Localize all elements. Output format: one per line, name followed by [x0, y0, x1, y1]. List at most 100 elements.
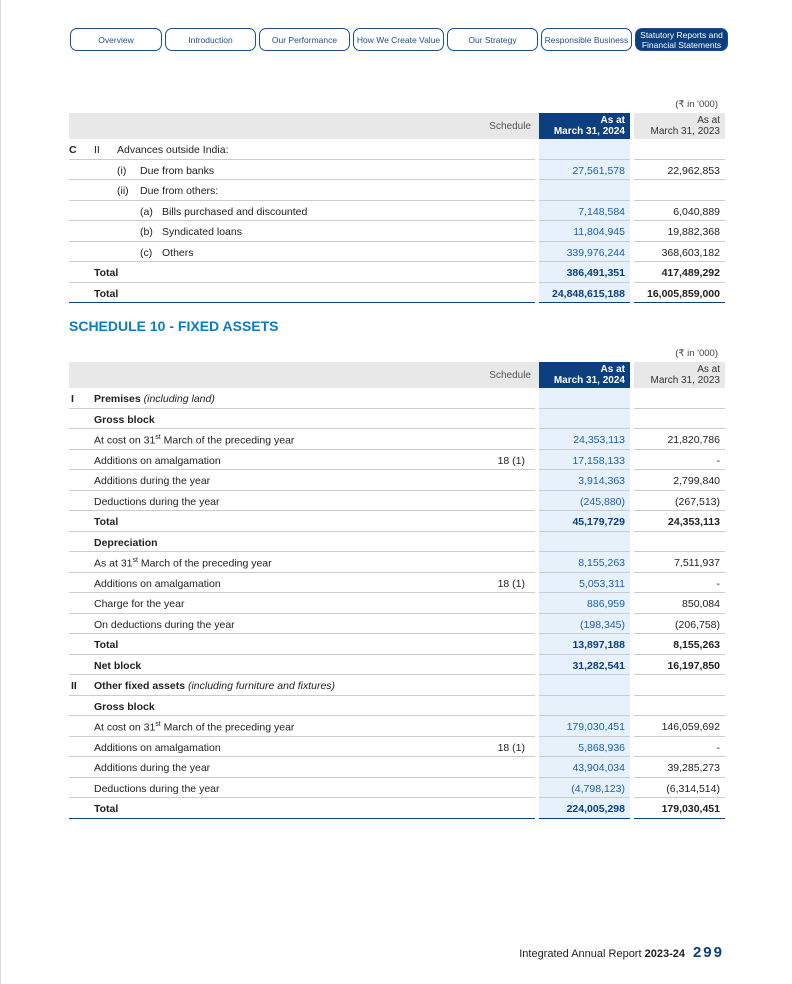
prior-year-value: 22,962,853 — [634, 160, 725, 180]
current-year-value: (198,345) — [539, 613, 630, 634]
row-label: Other fixed assets (including furniture … — [94, 680, 336, 692]
row-divider — [69, 653, 535, 655]
row-divider — [69, 220, 535, 221]
prior-year-value: - — [634, 737, 725, 757]
row-divider — [69, 489, 535, 491]
nav-tab-responsible-business[interactable]: Responsible Business — [541, 28, 632, 51]
table-row: Total 386,491,351 417,489,292 — [69, 262, 725, 283]
row-label: Syndicated loans — [162, 226, 242, 238]
prior-year-value: 19,882,368 — [634, 221, 725, 242]
row-label: At cost on 31st March of the preceding y… — [94, 434, 295, 447]
table-row: Additions on amalgamation 18 (1) 5,053,311… — [69, 572, 725, 593]
prior-year-value: 16,197,850 — [634, 655, 725, 675]
row-divider — [69, 469, 535, 470]
row-label: Charge for the year — [94, 598, 185, 610]
row-label: Total — [94, 803, 119, 815]
prior-year-value: 16,005,859,000 — [634, 283, 725, 303]
current-year-value: 13,897,188 — [539, 634, 630, 655]
row-divider — [69, 302, 535, 303]
row-divider — [69, 592, 535, 593]
advances-table: Schedule As at March 31, 2024 As at March 31… — [69, 113, 725, 303]
unit-note: (₹ in '000) — [675, 99, 718, 110]
row-label-note: (including land) — [140, 393, 215, 405]
prior-year-value — [634, 696, 725, 716]
row-marker: (a) — [140, 205, 153, 218]
prior-year-value: (6,314,514) — [634, 778, 725, 798]
row-label: Due from banks — [140, 164, 215, 177]
row-label: Additions on amalgamation — [94, 577, 221, 590]
current-year-value — [539, 675, 630, 696]
table-row: Depreciation — [69, 531, 725, 552]
row-label: Total — [94, 516, 119, 528]
row-divider — [69, 694, 535, 696]
table-row: I Premises (including land) — [69, 388, 725, 409]
table-row: Additions on amalgamation 18 (1) 5,868,936… — [69, 736, 725, 757]
nav-tab-our-performance[interactable]: Our Performance — [259, 28, 350, 51]
table-row: Additions during the year 43,904,034 39,28… — [69, 757, 725, 778]
current-year-value: 7,148,584 — [539, 200, 630, 221]
nav-tab-statutory-reports-and-financial-statements[interactable]: Statutory Reports and Financial Statemen… — [635, 28, 728, 51]
nav-tab-our-strategy[interactable]: Our Strategy — [447, 28, 538, 51]
current-year-value: 43,904,034 — [539, 757, 630, 778]
schedule-ref: 18 (1) — [497, 454, 525, 467]
row-divider — [69, 281, 535, 283]
row-marker: (c) — [140, 246, 153, 259]
nav-tab-overview[interactable]: Overview — [70, 28, 162, 51]
table-header: Schedule As at March 31, 2024 As at March 31… — [69, 113, 725, 139]
prior-year-value: - — [634, 450, 725, 470]
row-label: Additions on amalgamation — [94, 741, 221, 754]
current-year-value: 27,561,578 — [539, 159, 630, 180]
table-header: Schedule As at March 31, 2024 As at March 31… — [69, 362, 725, 388]
prior-year-value: - — [634, 573, 725, 593]
prior-year-value: 21,820,786 — [634, 429, 725, 450]
row-divider — [69, 633, 535, 634]
table-row: At cost on 31st March of the preceding y… — [69, 429, 725, 450]
nav-tab-introduction[interactable]: Introduction — [165, 28, 256, 51]
current-year-value — [539, 139, 630, 160]
schedule-header: Schedule — [489, 121, 531, 132]
row-label: On deductions during the year — [94, 618, 235, 631]
current-year-value: (4,798,123) — [539, 777, 630, 798]
current-year-value: 886,959 — [539, 593, 630, 614]
table-row: Deductions during the year (4,798,123) (6,… — [69, 777, 725, 798]
row-marker: (ii) — [117, 185, 129, 197]
prior-year-value — [634, 139, 725, 160]
table-row: Total 224,005,298 179,030,451 — [69, 798, 725, 819]
current-year-value: 24,353,113 — [539, 429, 630, 450]
table-row: Total 13,897,188 8,155,263 — [69, 634, 725, 655]
row-marker: (i) — [117, 164, 127, 177]
row-label: Advances outside India: — [117, 144, 229, 156]
row-label: Others — [162, 246, 194, 259]
row-label: Gross block — [94, 700, 155, 713]
row-marker: C — [69, 144, 77, 156]
current-year-value: 179,030,451 — [539, 716, 630, 737]
table-row: Additions on amalgamation 18 (1) 17,158,13… — [69, 449, 725, 470]
prior-year-value: (206,758) — [634, 614, 725, 634]
row-label-note: (including furniture and fixtures) — [185, 680, 336, 692]
row-divider — [69, 179, 535, 180]
schedule-title: SCHEDULE 10 - FIXED ASSETS — [69, 318, 279, 334]
row-divider — [69, 510, 535, 511]
current-year-value: 24,848,615,188 — [539, 282, 630, 303]
current-year-value — [539, 695, 630, 716]
table-row: Charge for the year 886,959 850,084 — [69, 593, 725, 614]
table-row: Net block 31,282,541 16,197,850 — [69, 654, 725, 675]
row-marker: I — [71, 393, 74, 405]
table-row: Additions during the year 3,914,363 2,799,… — [69, 470, 725, 491]
current-year-value: 339,976,244 — [539, 241, 630, 262]
prior-year-value: 368,603,182 — [634, 242, 725, 262]
row-divider — [69, 756, 535, 757]
current-year-value: 5,053,311 — [539, 572, 630, 593]
row-label: Deductions during the year — [94, 782, 220, 795]
table-row: (b) Syndicated loans 11,804,945 19,882,368 — [69, 221, 725, 242]
prior-year-value — [634, 532, 725, 552]
row-label: As at 31st March of the preceding year — [94, 557, 272, 570]
row-divider — [69, 797, 535, 798]
schedule-header: Schedule — [489, 370, 531, 381]
table-row: (ii) Due from others: — [69, 180, 725, 201]
row-label: Net block — [94, 659, 142, 672]
prior-year-value: 179,030,451 — [634, 798, 725, 819]
nav-tab-how-we-create-value[interactable]: How We Create Value — [353, 28, 444, 51]
current-year-value: 386,491,351 — [539, 262, 630, 283]
row-label: Due from others: — [140, 185, 219, 197]
